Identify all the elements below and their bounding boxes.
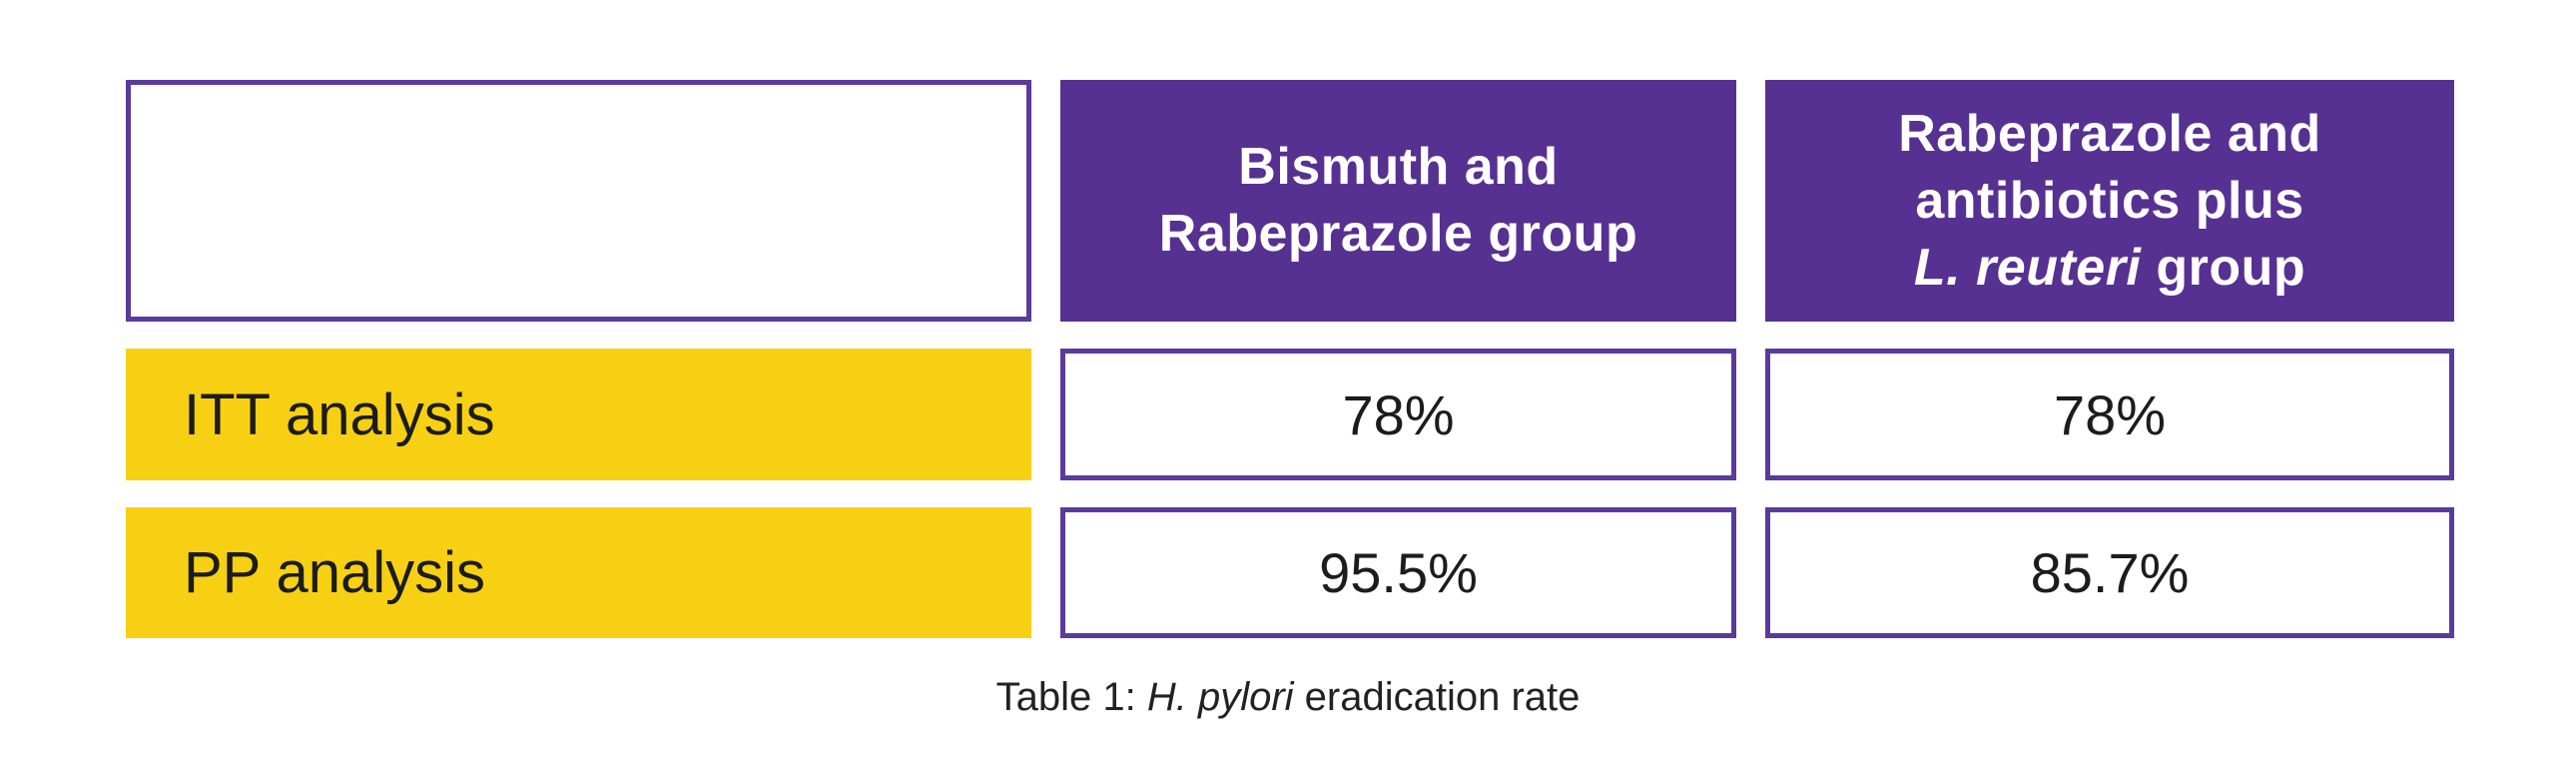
lreuteri-italic-text: L. reuteri [1913,238,2142,297]
value-itt-bismuth-group: 78% [1060,349,1736,480]
column-header-line: L. reuteri group [1914,235,2305,302]
row-header-itt-analysis: ITT analysis [126,349,1031,480]
column-header-line: Rabeprazole group [1158,205,1638,263]
table-corner-cell [126,80,1031,322]
eradication-rate-table: Bismuth and Rabeprazole group Rabeprazole… [126,80,2454,638]
value-pp-bismuth-group: 95.5% [1060,507,1736,638]
value-itt-lreuteri-group: 78% [1765,349,2454,480]
column-header-line: Bismuth and [1238,138,1559,196]
table-caption: Table 1: H. pylori eradication rate [0,675,2576,720]
column-header-line: Rabeprazole and [1898,104,2321,163]
caption-prefix: Table 1: [995,675,1147,719]
column-header-line-rest: group [2141,238,2306,297]
caption-suffix: eradication rate [1293,675,1581,719]
value-pp-lreuteri-group: 85.7% [1765,507,2454,638]
caption-hpylori-italic: H. pylori [1146,675,1294,719]
column-header-rabeprazole-antibiotics-lreuteri-group: Rabeprazole and antibiotics plus L. reuter… [1765,80,2454,322]
column-header-bismuth-rabeprazole-group: Bismuth and Rabeprazole group [1060,80,1736,322]
column-header-line: antibiotics plus [1915,171,2304,230]
row-header-pp-analysis: PP analysis [126,507,1031,638]
